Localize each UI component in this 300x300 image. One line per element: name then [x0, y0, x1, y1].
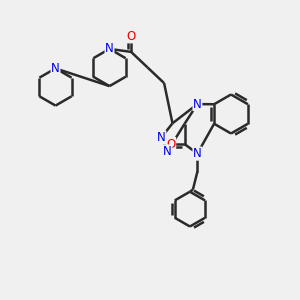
Text: N: N	[105, 42, 114, 56]
Text: N: N	[193, 98, 202, 111]
Text: N: N	[51, 62, 60, 75]
Text: N: N	[163, 145, 172, 158]
Text: O: O	[127, 30, 136, 43]
Text: N: N	[193, 147, 202, 160]
Text: O: O	[167, 137, 176, 151]
Text: N: N	[157, 131, 166, 144]
